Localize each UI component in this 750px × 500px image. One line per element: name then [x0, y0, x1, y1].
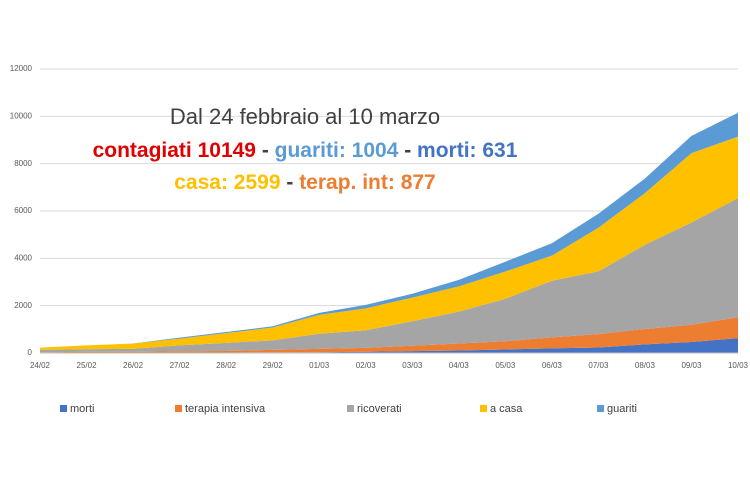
x-tick-label: 28/02 [216, 361, 237, 370]
legend-label: morti [70, 403, 94, 415]
annotation-part: - [256, 139, 275, 162]
x-tick-label: 29/02 [263, 361, 284, 370]
legend-label: guariti [607, 403, 637, 415]
legend-item: a casa [480, 403, 523, 415]
x-tick-label: 10/03 [728, 361, 749, 370]
annotation-part: morti: 631 [417, 139, 518, 162]
legend-label: a casa [490, 403, 523, 415]
x-tick-label: 27/02 [170, 361, 191, 370]
x-tick-label: 09/03 [681, 361, 702, 370]
x-tick-label: 07/03 [588, 361, 609, 370]
annotation-part: casa: 2599 [174, 171, 280, 194]
x-tick-label: 26/02 [123, 361, 144, 370]
x-tick-label: 25/02 [77, 361, 98, 370]
legend-item: morti [60, 403, 94, 415]
annotation: casa: 2599 - terap. int: 877 [174, 171, 435, 194]
y-tick-label: 12000 [10, 64, 33, 73]
y-tick-label: 6000 [14, 206, 32, 215]
y-tick-label: 0 [28, 348, 33, 357]
annotation-part: Dal 24 febbraio al 10 marzo [170, 104, 440, 129]
annotation-part: guariti: 1004 [275, 139, 399, 162]
area [40, 198, 738, 353]
annotation: Dal 24 febbraio al 10 marzo [170, 104, 440, 129]
annotation: contagiati 10149 - guariti: 1004 - morti… [93, 139, 518, 162]
y-tick-label: 10000 [10, 111, 33, 120]
area [40, 112, 738, 348]
y-tick-label: 4000 [14, 253, 32, 262]
legend-item: ricoverati [347, 403, 402, 415]
annotation-part: - [281, 171, 300, 194]
legend-swatch [60, 405, 67, 412]
x-tick-label: 06/03 [542, 361, 563, 370]
legend-item: terapia intensiva [175, 403, 266, 415]
legend-label: terapia intensiva [185, 403, 266, 415]
annotation-part: - [398, 139, 417, 162]
area [40, 136, 738, 350]
y-tick-label: 8000 [14, 159, 32, 168]
legend-swatch [175, 405, 182, 412]
legend-swatch [597, 405, 604, 412]
area [40, 338, 738, 353]
x-tick-label: 01/03 [309, 361, 330, 370]
x-tick-label: 24/02 [30, 361, 51, 370]
annotation-part: terap. int: 877 [299, 171, 436, 194]
y-tick-label: 2000 [14, 301, 32, 310]
x-tick-label: 08/03 [635, 361, 656, 370]
annotation-part: contagiati 10149 [93, 139, 256, 162]
x-tick-label: 02/03 [356, 361, 377, 370]
legend-item: guariti [597, 403, 637, 415]
legend-swatch [480, 405, 487, 412]
x-tick-label: 03/03 [402, 361, 423, 370]
area [40, 317, 738, 353]
legend-label: ricoverati [357, 403, 402, 415]
legend-swatch [347, 405, 354, 412]
x-tick-label: 05/03 [495, 361, 516, 370]
x-tick-label: 04/03 [449, 361, 470, 370]
